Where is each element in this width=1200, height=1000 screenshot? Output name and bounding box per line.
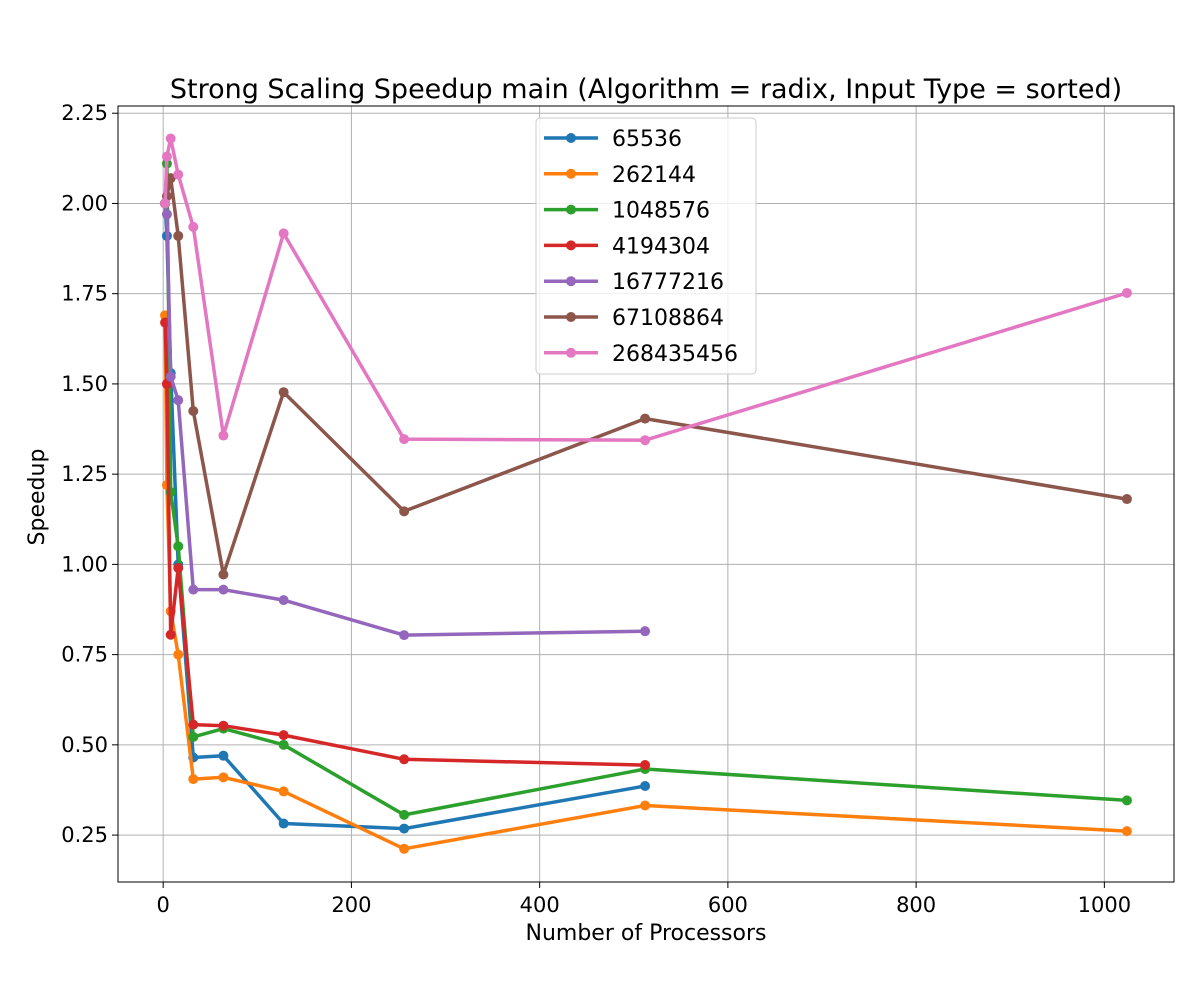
series-268435456	[160, 133, 1132, 446]
data-point	[218, 569, 229, 580]
data-point	[165, 173, 176, 184]
data-point	[640, 760, 651, 771]
x-tick-label: 800	[896, 893, 936, 917]
series-4194304	[160, 317, 651, 771]
legend-swatch-marker	[566, 347, 576, 358]
data-point	[1121, 494, 1132, 505]
legend-label: 1048576	[612, 199, 710, 224]
x-tick-label: 1000	[1078, 893, 1131, 917]
data-point	[218, 430, 229, 441]
data-point	[278, 595, 289, 606]
data-point	[188, 584, 199, 595]
data-point	[173, 395, 184, 406]
data-point	[640, 800, 651, 811]
data-point	[165, 629, 176, 640]
data-point	[165, 133, 176, 144]
data-point	[173, 230, 184, 241]
legend-swatch-marker	[566, 204, 576, 215]
data-point	[399, 434, 410, 445]
data-point	[399, 843, 410, 854]
legend-box	[535, 117, 757, 375]
data-point	[399, 809, 410, 820]
data-point	[278, 786, 289, 797]
data-point	[173, 562, 184, 573]
data-point	[188, 731, 199, 742]
legend-label: 262144	[612, 163, 696, 188]
data-point	[160, 317, 171, 328]
chart-title: Strong Scaling Speedup main (Algorithm =…	[170, 74, 1122, 105]
data-point	[188, 719, 199, 730]
x-tick-label: 200	[331, 893, 371, 917]
data-point	[161, 151, 172, 162]
data-point	[1121, 826, 1132, 837]
y-tick-label: 1.75	[61, 282, 108, 306]
legend-label: 16777216	[612, 270, 724, 295]
y-tick-label: 1.50	[61, 372, 108, 396]
legend-item: 1048576	[544, 199, 710, 224]
y-tick-label: 0.25	[61, 823, 108, 847]
data-point	[640, 413, 651, 424]
data-point	[399, 823, 410, 834]
data-point	[640, 626, 651, 637]
y-axis-label: Speedup	[25, 449, 50, 546]
legend-item: 268435456	[544, 342, 738, 367]
data-point	[1121, 287, 1132, 298]
data-point	[218, 584, 229, 595]
data-point	[1121, 795, 1132, 806]
data-point	[188, 221, 199, 232]
data-point	[173, 649, 184, 660]
legend-label: 65536	[612, 127, 682, 152]
legend-swatch-marker	[566, 240, 576, 251]
x-tick-label: 600	[708, 893, 748, 917]
data-point	[160, 198, 171, 209]
legend-item: 16777216	[544, 270, 724, 295]
x-tick-label: 400	[520, 893, 560, 917]
data-point	[278, 730, 289, 741]
data-point	[399, 630, 410, 641]
data-point	[188, 774, 199, 785]
y-tick-label: 1.25	[61, 462, 108, 486]
legend-item: 65536	[544, 127, 682, 152]
data-point	[399, 754, 410, 765]
y-tick-label: 1.00	[61, 552, 108, 576]
legend-swatch-marker	[566, 276, 576, 287]
plot-area-frame	[117, 105, 1175, 883]
legend-label: 268435456	[612, 342, 738, 367]
data-point	[173, 169, 184, 180]
data-point	[399, 506, 410, 517]
data-point	[278, 387, 289, 398]
legend-item: 262144	[544, 163, 696, 188]
y-tick-label: 2.00	[61, 191, 108, 215]
data-point	[218, 750, 229, 761]
data-point	[218, 772, 229, 783]
legend-item: 4194304	[544, 234, 710, 259]
data-point	[165, 371, 176, 382]
data-point	[218, 720, 229, 731]
x-tick-label: 0	[156, 893, 169, 917]
data-point	[640, 780, 651, 791]
y-tick-label: 2.25	[61, 101, 108, 125]
legend-swatch-marker	[566, 133, 576, 143]
legend-swatch-marker	[566, 312, 576, 322]
legend-swatch-marker	[566, 168, 576, 179]
data-point	[161, 209, 172, 220]
series-line	[163, 136, 1129, 442]
data-point	[640, 435, 651, 446]
legend-label: 67108864	[612, 306, 724, 331]
y-tick-label: 0.75	[61, 643, 108, 667]
data-point	[188, 405, 199, 416]
axis-ticks: 0 200 400 600 800 1000 0.25 0.50 0.75 1.00 1.25 1.5…	[61, 101, 1131, 917]
legend-item: 67108864	[544, 306, 724, 331]
y-tick-label: 0.50	[61, 733, 108, 757]
data-point	[278, 228, 289, 239]
series-group	[160, 133, 1132, 854]
x-axis-label: Number of Processors	[526, 921, 767, 946]
data-point	[278, 818, 289, 829]
legend-label: 4194304	[612, 234, 710, 259]
series-line	[163, 176, 1129, 577]
legend: 65536 262144 1048576 4194304 16777216 6710886…	[535, 117, 757, 375]
data-point	[173, 541, 184, 552]
data-point	[278, 739, 289, 750]
